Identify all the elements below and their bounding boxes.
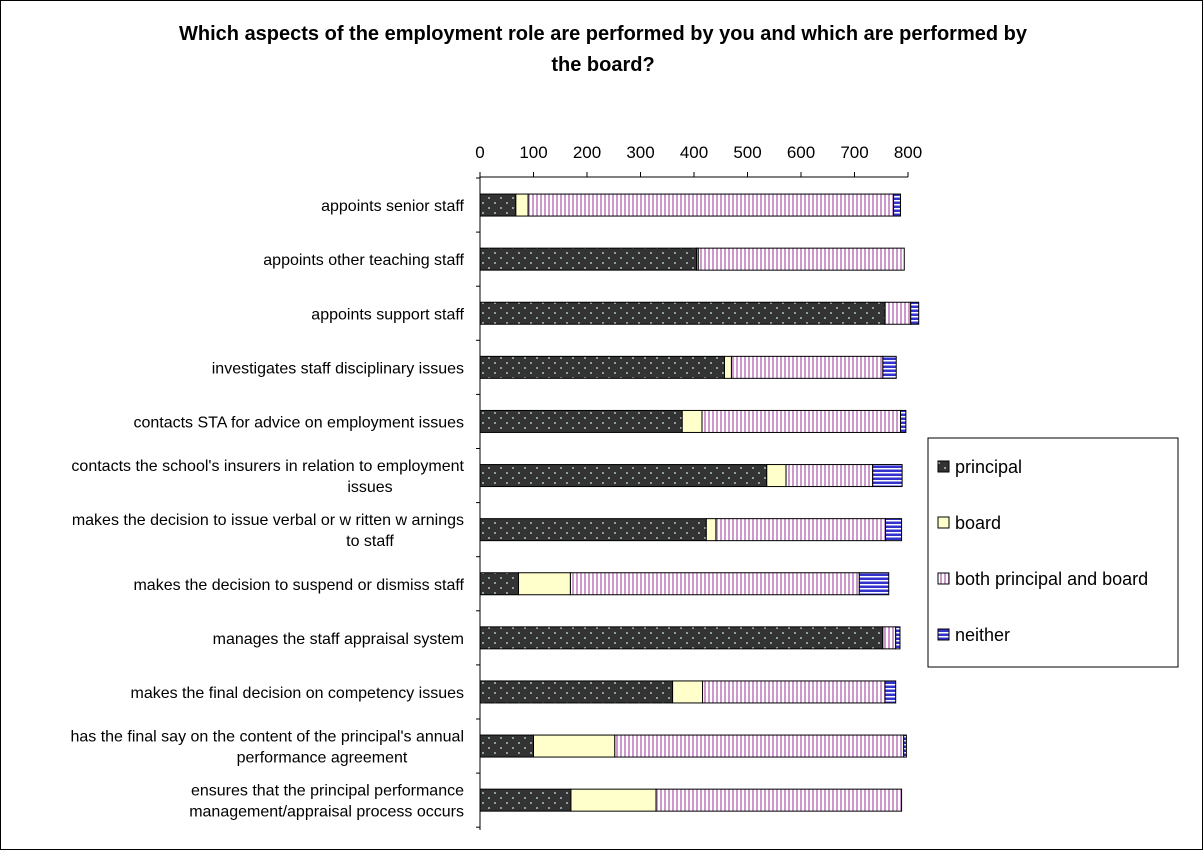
x-tick-label: 800 xyxy=(894,143,922,162)
category-label: to staff xyxy=(346,533,394,550)
bar-segment-principal xyxy=(480,519,706,541)
bar-segment-both-principal-and-board xyxy=(528,194,893,216)
bar-segment-principal xyxy=(480,410,682,432)
legend-swatch-both-principal-and-board xyxy=(938,573,949,584)
bars-group xyxy=(480,194,919,811)
x-tick-label: 600 xyxy=(787,143,815,162)
bar-segment-both-principal-and-board xyxy=(716,519,886,541)
category-label: makes the decision to issue verbal or w … xyxy=(72,512,464,529)
bar-segment-neither xyxy=(885,681,896,703)
x-tick-label: 100 xyxy=(519,143,547,162)
bar-segment-board xyxy=(516,194,528,216)
bar-segment-both-principal-and-board xyxy=(883,627,896,649)
legend-label-principal: principal xyxy=(955,457,1022,477)
bar-segment-board xyxy=(571,789,656,811)
bar-segment-board xyxy=(724,356,731,378)
bar-segment-neither xyxy=(873,465,902,487)
x-tick-label: 300 xyxy=(626,143,654,162)
bar-segment-principal xyxy=(480,627,883,649)
bar-segment-principal xyxy=(480,573,519,595)
category-label: contacts STA for advice on employment is… xyxy=(133,414,464,431)
bar-segment-principal xyxy=(480,735,534,757)
bar-segment-neither xyxy=(896,627,900,649)
bar-segment-board xyxy=(673,681,703,703)
legend-label-both-principal-and-board: both principal and board xyxy=(955,569,1148,589)
bar-segment-board xyxy=(534,735,615,757)
bar-segment-both-principal-and-board xyxy=(703,681,885,703)
bar-segment-both-principal-and-board xyxy=(731,356,882,378)
bar-segment-principal xyxy=(480,356,724,378)
bar-segment-neither xyxy=(911,302,919,324)
bar-segment-both-principal-and-board xyxy=(570,573,859,595)
category-label: contacts the school's insurers in relati… xyxy=(71,458,464,475)
x-tick-label: 200 xyxy=(573,143,601,162)
bar-segment-neither xyxy=(901,410,906,432)
bar-segment-principal xyxy=(480,789,571,811)
bar-segment-principal xyxy=(480,302,885,324)
category-labels: appoints senior staff appoints other teac… xyxy=(70,198,464,821)
bar-segment-principal xyxy=(480,681,673,703)
bar-segment-board xyxy=(519,573,571,595)
category-label: has the final say on the content of the … xyxy=(70,729,464,746)
x-tick-label: 400 xyxy=(680,143,708,162)
chart-title-line-1: Which aspects of the employment role are… xyxy=(179,23,1028,45)
category-label: manages the staff appraisal system xyxy=(213,631,464,648)
category-label: appoints senior staff xyxy=(321,198,464,215)
category-label: makes the decision to suspend or dismiss… xyxy=(133,577,464,594)
legend-label-neither: neither xyxy=(955,625,1010,645)
bar-segment-both-principal-and-board xyxy=(702,410,900,432)
legend-swatch-board xyxy=(938,517,949,528)
legend-swatch-principal xyxy=(938,461,949,472)
category-label: performance agreement xyxy=(237,750,408,767)
bar-segment-both-principal-and-board xyxy=(656,789,902,811)
bar-segment-neither xyxy=(886,519,902,541)
x-tick-label: 0 xyxy=(475,143,484,162)
bar-segment-board xyxy=(767,465,786,487)
x-tick-label: 700 xyxy=(840,143,868,162)
bar-segment-neither xyxy=(894,194,901,216)
legend-label-board: board xyxy=(955,513,1001,533)
category-label: management/appraisal process occurs xyxy=(189,804,464,821)
category-label: appoints support staff xyxy=(311,306,464,323)
legend: principal board both principal and board ne… xyxy=(928,438,1178,667)
bar-segment-principal xyxy=(480,248,697,270)
bar-segment-both-principal-and-board xyxy=(698,248,904,270)
category-label: issues xyxy=(347,479,392,496)
bar-segment-neither xyxy=(904,735,907,757)
bar-segment-board xyxy=(682,410,702,432)
bar-segment-neither xyxy=(859,573,888,595)
legend-swatch-neither xyxy=(938,629,949,640)
chart-title-line-2: the board? xyxy=(551,54,654,76)
bar-segment-both-principal-and-board xyxy=(615,735,904,757)
category-label: makes the final decision on competency i… xyxy=(130,685,464,702)
bar-segment-both-principal-and-board xyxy=(885,302,911,324)
category-label: appoints other teaching staff xyxy=(263,252,464,269)
bar-segment-principal xyxy=(480,465,767,487)
bar-segment-board xyxy=(706,519,716,541)
category-label: investigates staff disciplinary issues xyxy=(212,360,464,377)
x-tick-label: 500 xyxy=(733,143,761,162)
bar-segment-principal xyxy=(480,194,516,216)
bar-segment-neither xyxy=(883,356,896,378)
bar-segment-both-principal-and-board xyxy=(786,465,873,487)
category-label: ensures that the principal performance xyxy=(191,783,464,800)
